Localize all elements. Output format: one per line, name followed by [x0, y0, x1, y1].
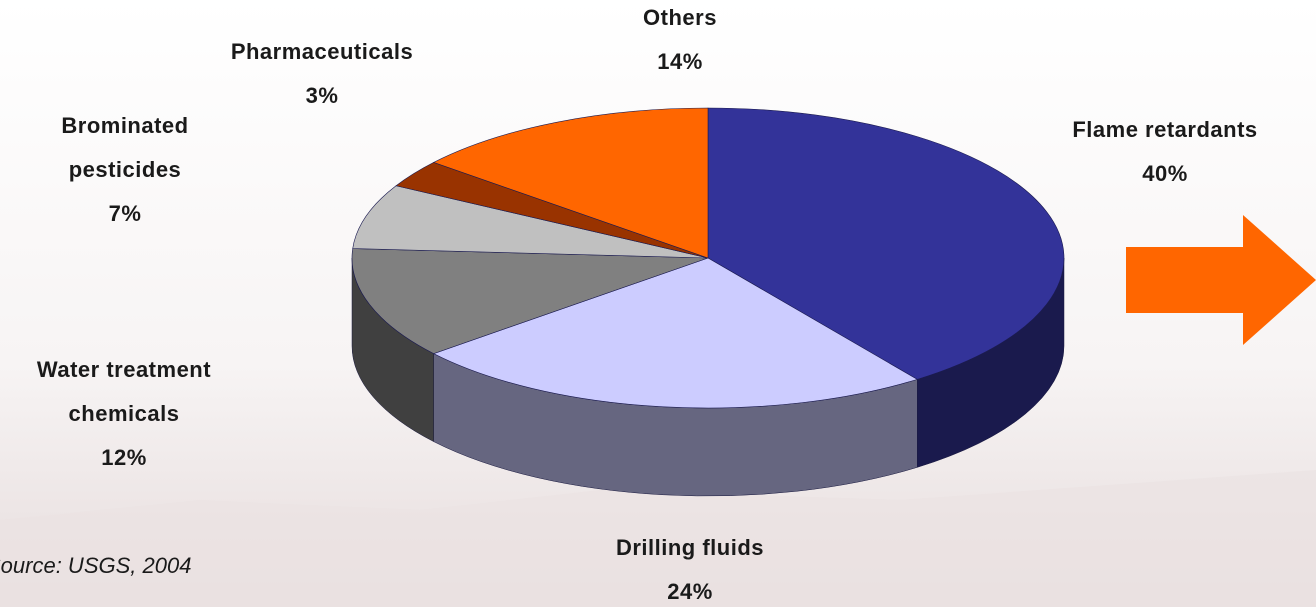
- category-label: Brominated pesticides: [61, 113, 189, 182]
- value-label: 3%: [305, 83, 339, 108]
- pie-slice: [707, 107, 1065, 380]
- label: Flame retardants 40%: [1015, 108, 1315, 196]
- pie-slice: [351, 248, 709, 354]
- category-label: Pharmaceuticals: [230, 39, 414, 64]
- category-label: Flame retardants: [1072, 117, 1258, 142]
- category-label: Drilling fluids: [615, 535, 765, 560]
- value-label: 12%: [101, 445, 147, 470]
- arrow: [1126, 215, 1316, 345]
- pie-slice: [432, 107, 709, 259]
- label: Drilling fluids 24%: [560, 526, 820, 607]
- source-note: Source: USGS, 2004: [0, 553, 192, 578]
- pie-slice: [432, 257, 918, 409]
- value-label: 14%: [657, 49, 703, 74]
- label: Brominated pesticides 7%: [40, 104, 210, 236]
- value-label: 40%: [1142, 161, 1188, 186]
- value-label: 7%: [108, 201, 142, 226]
- background-shape: [0, 470, 1316, 607]
- label: Pharmaceuticals 3%: [212, 30, 432, 118]
- pie: [351, 107, 1065, 497]
- value-label: 24%: [667, 579, 713, 604]
- category-label: Others: [643, 5, 717, 30]
- label: Others 14%: [580, 0, 780, 84]
- category-label: Water treatment chemicals: [36, 357, 212, 426]
- pie-slice: [352, 185, 709, 259]
- label: Water treatment chemicals 12%: [0, 348, 260, 480]
